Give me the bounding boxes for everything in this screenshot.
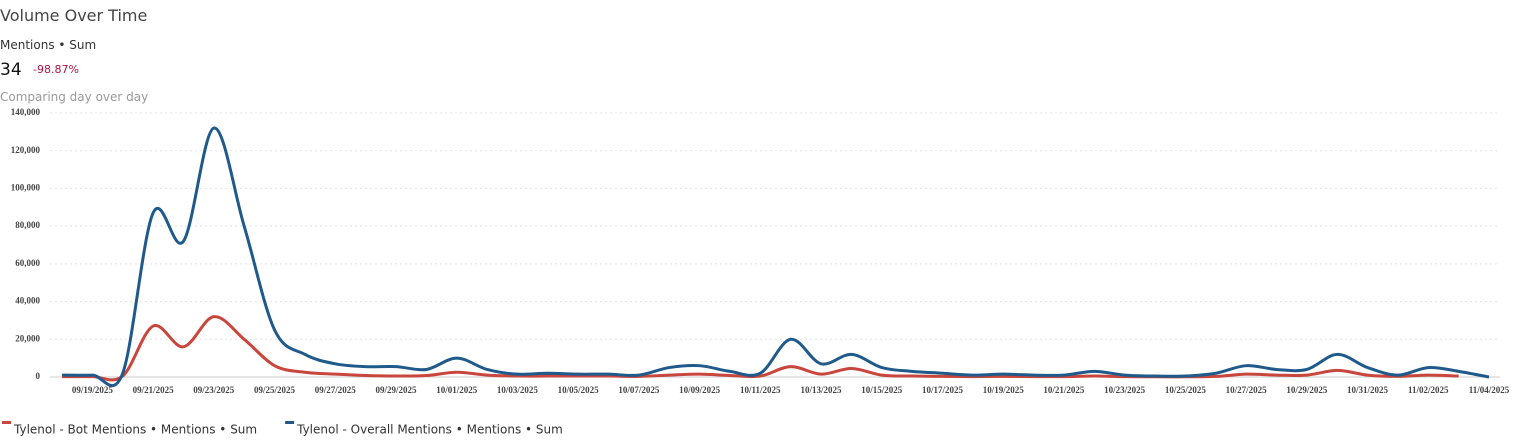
line-series	[61, 126, 1490, 388]
y-tick-label: 140,000	[11, 107, 41, 117]
x-tick-label: 10/25/2025	[1165, 385, 1207, 395]
subtitle: Mentions • Sum	[0, 38, 97, 52]
legend-label: Tylenol - Bot Mentions • Mentions • Sum	[13, 423, 257, 437]
x-tick-label: 10/29/2025	[1286, 385, 1328, 395]
y-tick-label: 80,000	[15, 220, 40, 230]
x-tick-label: 09/25/2025	[254, 385, 296, 395]
x-tick-label: 09/27/2025	[315, 385, 357, 395]
x-tick-label: 10/01/2025	[436, 385, 478, 395]
line-series	[61, 315, 1459, 382]
y-tick-label: 100,000	[11, 182, 41, 192]
title: Volume Over Time	[0, 6, 148, 25]
x-tick-label: 10/23/2025	[1104, 385, 1146, 395]
comparison: Comparing day over day	[0, 90, 149, 104]
x-tick-label: 10/13/2025	[801, 385, 843, 395]
x-tick-label: 10/19/2025	[983, 385, 1025, 395]
y-tick-label: 40,000	[15, 296, 40, 306]
x-tick-label: 10/09/2025	[679, 385, 721, 395]
x-tick-label: 09/29/2025	[375, 385, 417, 395]
x-tick-label: 10/03/2025	[497, 385, 539, 395]
x-tick-label: 10/27/2025	[1226, 385, 1268, 395]
x-tick-label: 09/19/2025	[72, 385, 114, 395]
x-tick-label: 10/17/2025	[922, 385, 964, 395]
x-tick-label: 09/21/2025	[133, 385, 175, 395]
x-tick-label: 10/11/2025	[740, 385, 781, 395]
legend-label: Tylenol - Overall Mentions • Mentions • …	[296, 423, 563, 437]
legend-swatch	[2, 421, 11, 424]
metric: 34	[0, 60, 22, 80]
x-tick-label: 10/07/2025	[618, 385, 660, 395]
y-tick-label: 60,000	[15, 258, 40, 268]
x-tick-label: 10/15/2025	[861, 385, 903, 395]
legend-swatch	[285, 421, 295, 424]
x-tick-label: 10/21/2025	[1043, 385, 1085, 395]
change: -98.87%	[33, 63, 79, 76]
x-tick-label: 10/05/2025	[558, 385, 600, 395]
x-tick-label: 10/31/2025	[1347, 385, 1389, 395]
x-tick-label: 11/02/2025	[1408, 385, 1449, 395]
y-tick-label: 120,000	[11, 145, 41, 155]
y-tick-label: 20,000	[15, 333, 40, 343]
x-tick-label: 11/04/2025	[1469, 385, 1510, 395]
x-tick-label: 09/23/2025	[193, 385, 235, 395]
y-tick-label: 0	[36, 371, 41, 381]
